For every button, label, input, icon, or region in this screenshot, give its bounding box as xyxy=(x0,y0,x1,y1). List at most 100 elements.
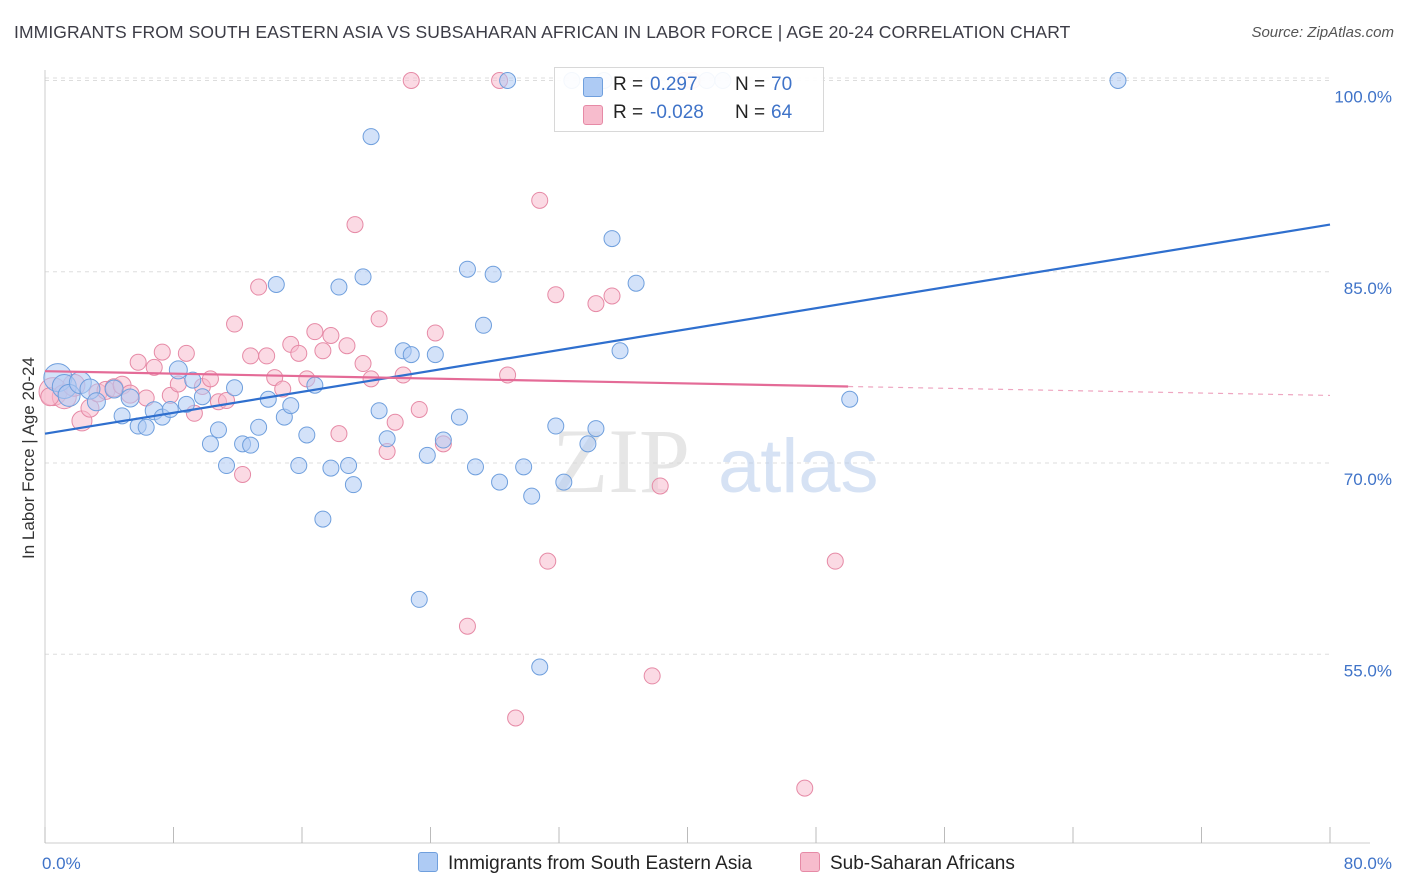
legend-r-label: R = xyxy=(613,74,644,95)
legend-n-value-blue: 70 xyxy=(771,74,793,95)
data-point-blue xyxy=(354,268,372,286)
data-point-blue xyxy=(841,390,859,408)
data-point-pink xyxy=(226,315,244,333)
data-point-pink xyxy=(402,72,420,89)
data-point-blue xyxy=(402,346,420,364)
data-point-pink xyxy=(386,413,404,431)
data-point-pink xyxy=(531,191,549,209)
data-point-pink xyxy=(507,709,525,727)
data-point-blue xyxy=(120,388,140,408)
data-point-blue xyxy=(627,274,645,292)
data-point-blue xyxy=(378,430,396,448)
data-point-pink xyxy=(250,278,268,296)
y-tick-label: 85.0% xyxy=(1344,279,1392,298)
data-point-pink xyxy=(796,779,814,797)
data-point-blue xyxy=(434,431,452,449)
data-point-blue xyxy=(137,418,155,436)
data-point-blue xyxy=(418,446,436,464)
trend-line-pink xyxy=(44,370,849,388)
chart-title: IMMIGRANTS FROM SOUTH EASTERN ASIA VS SU… xyxy=(14,22,1071,42)
data-point-pink xyxy=(603,287,621,305)
data-point-blue xyxy=(1109,72,1127,89)
y-axis-title: In Labor Force | Age 20-24 xyxy=(19,357,38,559)
data-point-pink xyxy=(274,380,292,398)
data-point-blue xyxy=(484,265,502,283)
y-tick-label: 100.0% xyxy=(1334,88,1392,107)
bottom-legend-label-pink: Sub-Saharan Africans xyxy=(830,853,1015,874)
bottom-legend-blue: Immigrants from South Eastern Asia xyxy=(418,852,752,875)
data-point-blue xyxy=(466,458,484,476)
data-point-pink xyxy=(145,358,163,376)
legend-swatch-pink xyxy=(583,105,603,125)
data-point-blue xyxy=(209,421,227,439)
data-point-pink xyxy=(338,337,356,355)
data-point-blue xyxy=(201,435,219,453)
data-point-blue xyxy=(104,379,124,399)
data-point-pink xyxy=(153,343,171,361)
data-point-blue xyxy=(515,458,533,476)
data-point-blue xyxy=(184,371,202,389)
data-point-blue xyxy=(410,590,428,608)
tick-labels: 55.0% 70.0% 85.0% 100.0% 0.0% 80.0% xyxy=(42,88,1392,874)
bottom-legend-pink: Sub-Saharan Africans xyxy=(800,852,1015,875)
x-tick-label-left: 0.0% xyxy=(42,854,81,873)
data-point-blue xyxy=(611,342,629,360)
data-point-blue xyxy=(523,487,541,505)
data-point-pink xyxy=(177,344,195,362)
data-point-pink xyxy=(410,400,428,418)
bottom-legend-swatch-blue xyxy=(418,852,438,872)
data-point-pink xyxy=(354,355,372,373)
data-point-blue xyxy=(290,457,308,475)
trend-lines xyxy=(44,223,1331,435)
legend-n-label: N = xyxy=(735,74,766,95)
data-point-blue xyxy=(450,408,468,426)
data-point-blue xyxy=(340,457,358,475)
bottom-legend-label-blue: Immigrants from South Eastern Asia xyxy=(448,853,753,874)
y-tick-label: 55.0% xyxy=(1344,661,1392,680)
data-point-blue xyxy=(226,379,244,397)
data-point-blue xyxy=(193,388,211,406)
data-point-pink xyxy=(539,552,557,570)
data-point-blue xyxy=(370,402,388,420)
data-point-blue xyxy=(282,397,300,415)
data-point-pink xyxy=(426,324,444,342)
grid-lines xyxy=(45,77,1330,655)
y-tick-label: 70.0% xyxy=(1344,470,1392,489)
data-point-blue xyxy=(298,426,316,444)
axes xyxy=(44,70,1370,844)
data-point-blue xyxy=(86,392,106,412)
x-tick-label-right: 80.0% xyxy=(1344,854,1392,873)
legend-n-label: N = xyxy=(735,102,766,123)
data-point-pink xyxy=(458,617,476,635)
data-point-blue xyxy=(555,473,573,491)
data-point-blue xyxy=(491,473,509,491)
legend-r-value-blue: 0.297 xyxy=(650,74,698,95)
data-point-pink xyxy=(258,347,276,365)
data-point-pink xyxy=(290,344,308,362)
data-point-pink xyxy=(322,327,340,344)
data-point-pink xyxy=(651,477,669,495)
data-point-blue xyxy=(587,420,605,438)
data-point-pink xyxy=(242,347,260,365)
data-point-pink xyxy=(643,667,661,685)
data-point-pink xyxy=(129,353,147,371)
data-point-blue xyxy=(267,276,285,293)
data-point-blue xyxy=(579,435,597,453)
source-credit: Source: ZipAtlas.com xyxy=(1251,24,1394,41)
watermark: ZIP atlas xyxy=(552,410,879,512)
data-point-pink xyxy=(306,323,324,341)
trend-line-blue xyxy=(44,223,1331,435)
data-point-blue xyxy=(177,395,195,413)
data-point-pink xyxy=(314,342,332,360)
data-point-blue xyxy=(499,72,517,89)
legend-n-value-pink: 64 xyxy=(771,102,793,123)
data-point-blue xyxy=(547,417,565,435)
data-point-pink xyxy=(330,425,348,443)
data-point-pink xyxy=(587,295,605,313)
data-point-blue xyxy=(362,128,380,146)
legend-row-blue: R = 0.297 N = 70 xyxy=(555,72,823,100)
data-point-pink xyxy=(234,465,252,483)
data-point-blue xyxy=(531,658,549,676)
legend-r-label: R = xyxy=(613,102,644,123)
